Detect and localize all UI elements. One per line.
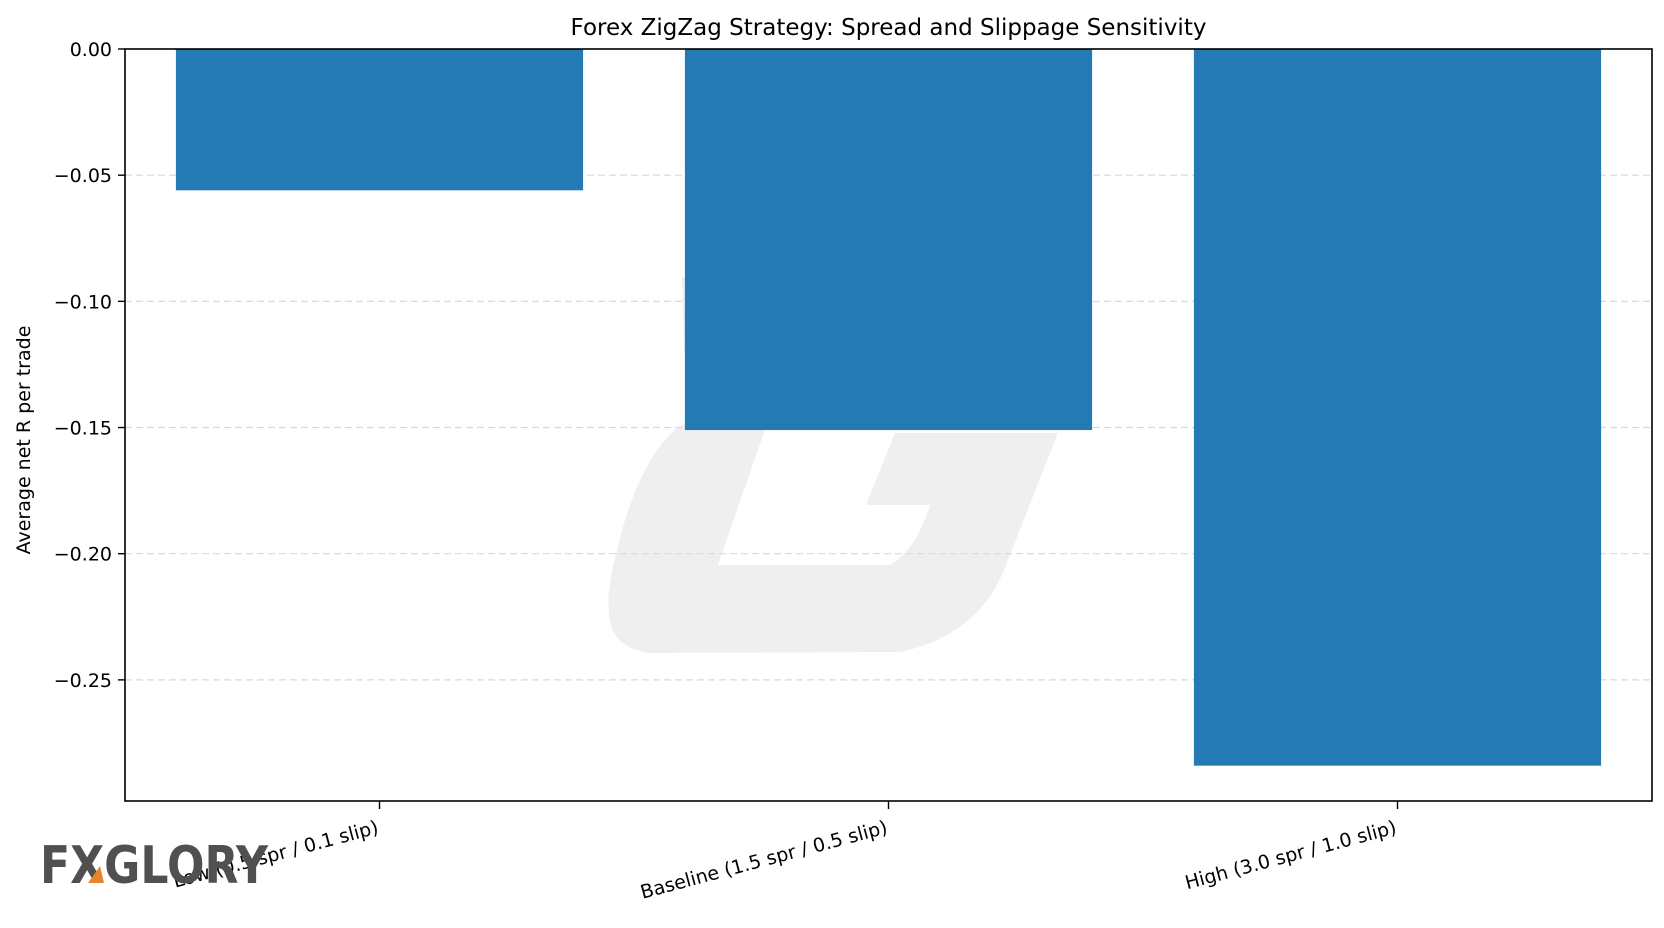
brand-logo: FXGLORY [40,836,269,896]
y-axis-label: Average net R per trade [13,326,35,555]
y-tick-label: −0.10 [54,291,112,313]
bar [684,49,1093,431]
brand-accent-icon [88,866,104,883]
brand-logo-text: FXGLORY [40,836,269,896]
bar [1193,49,1602,766]
y-tick-label: −0.15 [54,418,112,440]
bars [175,49,1602,766]
y-axis-ticks: 0.00 −0.05 −0.10 −0.15 −0.20 −0.25 [54,39,125,692]
chart-title: Forex ZigZag Strategy: Spread and Slippa… [571,15,1207,41]
y-tick-label: 0.00 [70,39,112,61]
y-tick-label: −0.20 [54,544,112,566]
y-tick-label: −0.05 [54,165,112,187]
bar [175,49,584,191]
y-tick-label: −0.25 [54,670,112,692]
